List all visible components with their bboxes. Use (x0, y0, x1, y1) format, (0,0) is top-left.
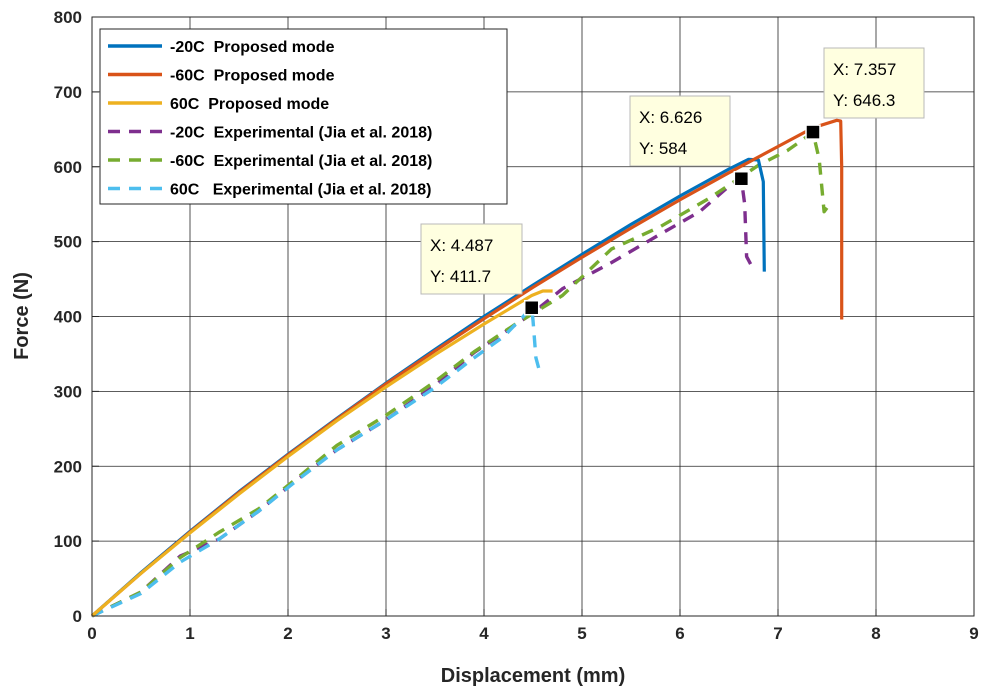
datatip-y: Y: 411.7 (430, 267, 491, 286)
datatip-x: X: 4.487 (430, 236, 493, 255)
x-tick-label: 1 (185, 624, 194, 643)
datatip-x: X: 6.626 (639, 108, 702, 127)
x-tick-label: 5 (577, 624, 586, 643)
x-tick-label: 6 (675, 624, 684, 643)
y-tick-label: 200 (54, 457, 82, 476)
plot-frame (91, 16, 975, 617)
x-tick-label: 8 (871, 624, 880, 643)
datatip-box (823, 47, 925, 119)
legend-label: -60C Proposed mode (170, 68, 335, 85)
legend-box (99, 28, 508, 205)
series-line-5 (91, 306, 541, 618)
x-axis-title: Displacement (mm) (441, 665, 626, 687)
datatip-y: Y: 584 (639, 139, 687, 158)
y-tick-label: 0 (73, 607, 82, 626)
legend-label: -20C Experimental (Jia et al. 2018) (170, 125, 432, 142)
datatip-marker (733, 170, 750, 187)
datatip-y: Y: 646.3 (833, 91, 895, 110)
y-tick-label: 400 (54, 308, 82, 327)
y-tick-label: 600 (54, 158, 82, 177)
legend-label: -20C Proposed mode (170, 39, 335, 56)
x-tick-label: 3 (381, 624, 390, 643)
y-tick-label: 100 (54, 532, 82, 551)
datatip-box (420, 223, 523, 295)
y-tick-label: 700 (54, 83, 82, 102)
datatip-marker (523, 299, 540, 316)
datatip-marker (805, 124, 821, 140)
datatips: X: 4.487 Y: 411.7 X: 6.626 Y: 584 X: 7.357 Y:… (420, 47, 925, 295)
x-tick-label: 2 (283, 624, 292, 643)
y-tick-label: 800 (54, 8, 82, 27)
x-tick-label: 9 (969, 624, 978, 643)
series-line-2 (90, 289, 553, 618)
y-axis-title: Force (N) (11, 272, 33, 360)
y-tick-label: 500 (54, 233, 82, 252)
x-tick-label: 7 (773, 624, 782, 643)
datatip-x: X: 7.357 (833, 60, 896, 79)
datatip-markers (523, 124, 821, 316)
legend-label: 60C Proposed mode (170, 96, 329, 113)
legend: -20C Proposed mode -60C Proposed mode 60C … (99, 28, 508, 205)
legend-label: 60C Experimental (Jia et al. 2018) (170, 182, 431, 199)
x-tick-label: 0 (87, 624, 96, 643)
y-tick-label: 300 (54, 382, 82, 401)
legend-label: -60C Experimental (Jia et al. 2018) (170, 153, 432, 170)
datatip-box (629, 95, 731, 167)
x-tick-label: 4 (479, 624, 489, 643)
